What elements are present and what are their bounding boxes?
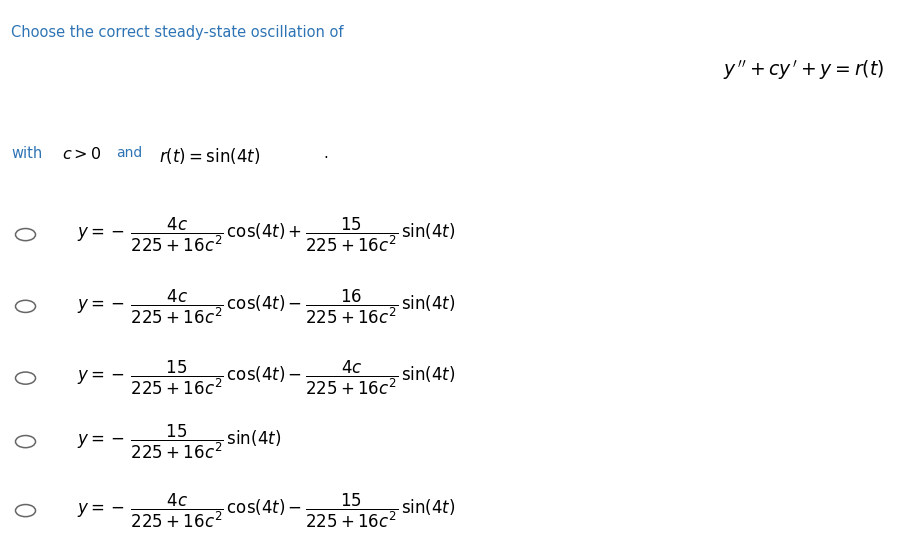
Text: $c > 0$: $c > 0$ — [62, 146, 101, 162]
Text: $y^{\,\prime\prime} + cy^{\,\prime} + y = r(t)$: $y^{\,\prime\prime} + cy^{\,\prime} + y … — [722, 58, 884, 82]
Text: $y = -\,\dfrac{4c}{225 + 16c^2}\,\mathrm{cos}(4t) + \dfrac{15}{225 + 16c^2}\,\ma: $y = -\,\dfrac{4c}{225 + 16c^2}\,\mathrm… — [77, 215, 456, 254]
Text: .: . — [323, 146, 328, 161]
Text: $y = -\,\dfrac{15}{225 + 16c^2}\,\mathrm{sin}(4t)$: $y = -\,\dfrac{15}{225 + 16c^2}\,\mathrm… — [77, 422, 281, 461]
Text: Choose the correct steady-state oscillation of: Choose the correct steady-state oscillat… — [11, 25, 343, 40]
Text: $y = -\,\dfrac{4c}{225 + 16c^2}\,\mathrm{cos}(4t) - \dfrac{15}{225 + 16c^2}\,\ma: $y = -\,\dfrac{4c}{225 + 16c^2}\,\mathrm… — [77, 491, 456, 530]
Text: $y = -\,\dfrac{15}{225 + 16c^2}\,\mathrm{cos}(4t) - \dfrac{4c}{225 + 16c^2}\,\ma: $y = -\,\dfrac{15}{225 + 16c^2}\,\mathrm… — [77, 359, 456, 397]
Text: $r(t) = \sin(4t)$: $r(t) = \sin(4t)$ — [159, 146, 261, 166]
Text: and: and — [117, 146, 143, 160]
Text: with: with — [11, 146, 42, 161]
Text: $y = -\,\dfrac{4c}{225 + 16c^2}\,\mathrm{cos}(4t) - \dfrac{16}{225 + 16c^2}\,\ma: $y = -\,\dfrac{4c}{225 + 16c^2}\,\mathrm… — [77, 287, 456, 326]
